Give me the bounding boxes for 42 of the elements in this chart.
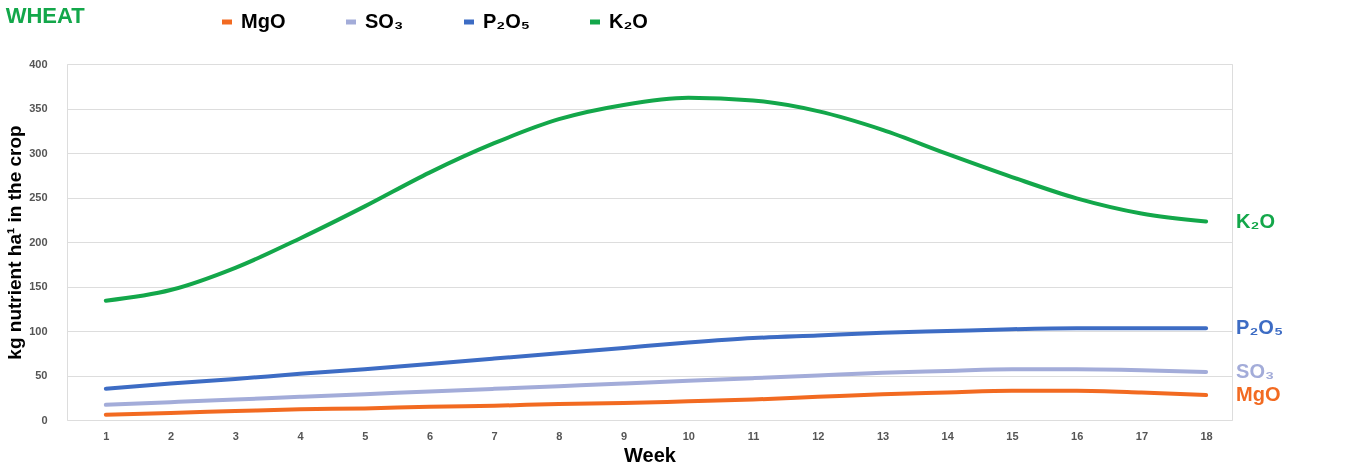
y-tick-label: 100 — [29, 324, 48, 337]
x-tick-label: 1 — [103, 429, 110, 442]
y-tick-label: 250 — [29, 191, 48, 203]
x-tick-label: 10 — [682, 429, 695, 442]
text: MgO — [1236, 383, 1281, 406]
text: SO₃ — [1236, 359, 1275, 382]
x-tick-label: 13 — [876, 429, 890, 442]
x-tick-label: 4 — [297, 429, 305, 442]
x-tick-label: 11 — [747, 429, 760, 442]
y-tick-label: 0 — [41, 413, 48, 426]
legend-label: K₂O — [609, 10, 648, 32]
chart-title: WHEAT — [5, 3, 86, 28]
y-tick-label: 300 — [29, 146, 48, 159]
y-tick-label: 50 — [35, 369, 48, 381]
x-tick-label: 6 — [426, 429, 434, 442]
x-tick-label: 16 — [1071, 429, 1084, 442]
x-tick-label: 2 — [167, 429, 175, 442]
line-series — [103, 326, 1209, 391]
x-tick-label: 7 — [491, 429, 498, 442]
x-tick-label: 17 — [1135, 429, 1149, 442]
x-tick-label: 12 — [812, 429, 825, 442]
line-series — [103, 388, 1209, 417]
x-axis-title: Week — [624, 443, 677, 466]
y-tick-label: 200 — [29, 235, 48, 248]
text: P₂O₅ — [1236, 316, 1284, 339]
x-tick-label: 5 — [362, 429, 369, 442]
y-axis-title: kg nutrient ha¹ in the crop — [4, 125, 26, 360]
x-tick-label: 8 — [556, 429, 563, 442]
line-series — [103, 95, 1209, 303]
legend-label: SO₃ — [365, 10, 404, 32]
y-tick-label: 400 — [29, 57, 48, 70]
x-tick-label: 15 — [1006, 429, 1019, 442]
y-tick-label: 350 — [29, 102, 48, 114]
x-tick-label: 14 — [941, 429, 955, 442]
y-tick-label: 150 — [29, 280, 48, 292]
x-tick-label: 9 — [621, 429, 628, 442]
text: K₂O — [1236, 209, 1275, 232]
x-tick-label: 18 — [1200, 429, 1213, 442]
legend-label: P₂O₅ — [483, 10, 530, 32]
line-series — [103, 367, 1209, 407]
legend-label: MgO — [241, 10, 286, 32]
x-tick-label: 3 — [232, 429, 239, 442]
